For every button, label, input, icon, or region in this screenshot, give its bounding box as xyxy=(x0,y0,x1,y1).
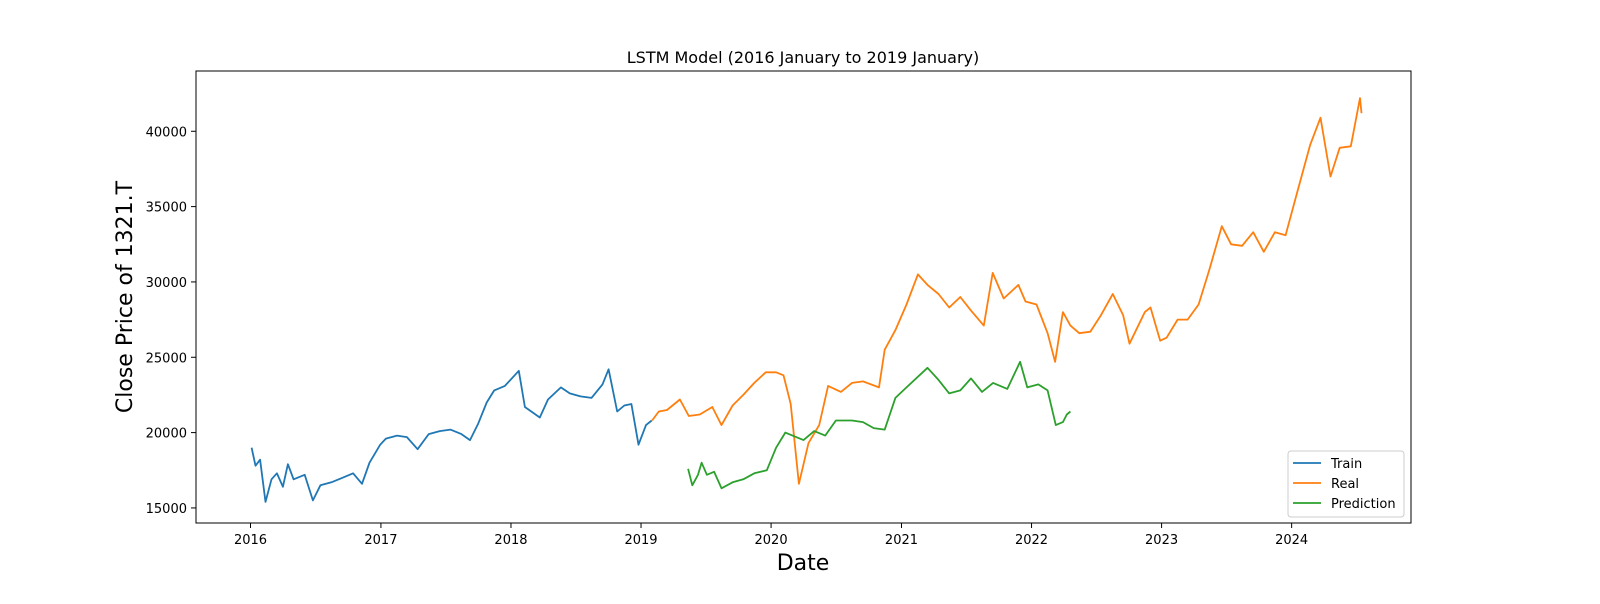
y-tick-label-15000: 15000 xyxy=(146,502,187,517)
y-tick-label-40000: 40000 xyxy=(146,125,187,140)
legend-box xyxy=(1287,450,1405,518)
series-line-real xyxy=(651,97,1363,485)
legend: Train Real Prediction xyxy=(1287,450,1405,518)
legend-label-prediction: Prediction xyxy=(1331,497,1396,512)
axes-frame xyxy=(195,70,1412,524)
x-tick-label-2017: 2017 xyxy=(364,533,397,548)
y-tick-label-20000: 20000 xyxy=(146,427,187,442)
x-tick-label-2020: 2020 xyxy=(755,533,788,548)
y-axis-label: Close Price of 1321.T xyxy=(113,180,138,413)
x-tick-label-2021: 2021 xyxy=(885,533,918,548)
x-tick-label-2018: 2018 xyxy=(494,533,527,548)
y-tick-label-25000: 25000 xyxy=(146,351,187,366)
x-tick-label-2019: 2019 xyxy=(624,533,657,548)
x-tick-label-2023: 2023 xyxy=(1145,533,1178,548)
series-line-train xyxy=(250,368,653,503)
x-tick-label-2024: 2024 xyxy=(1275,533,1308,548)
legend-label-train: Train xyxy=(1330,457,1362,472)
series-line-prediction xyxy=(687,360,1071,490)
y-tick-label-30000: 30000 xyxy=(146,276,187,291)
chart-title: LSTM Model (2016 January to 2019 January… xyxy=(627,48,980,67)
y-tick-label-35000: 35000 xyxy=(146,201,187,216)
legend-label-real: Real xyxy=(1331,477,1359,492)
x-axis-label: Date xyxy=(777,551,830,576)
x-tick-label-2016: 2016 xyxy=(234,533,267,548)
plot-area: 2016 2017 2018 2019 2020 2021 2022 2023 2024 1500… xyxy=(146,70,1412,548)
x-tick-label-2022: 2022 xyxy=(1015,533,1048,548)
